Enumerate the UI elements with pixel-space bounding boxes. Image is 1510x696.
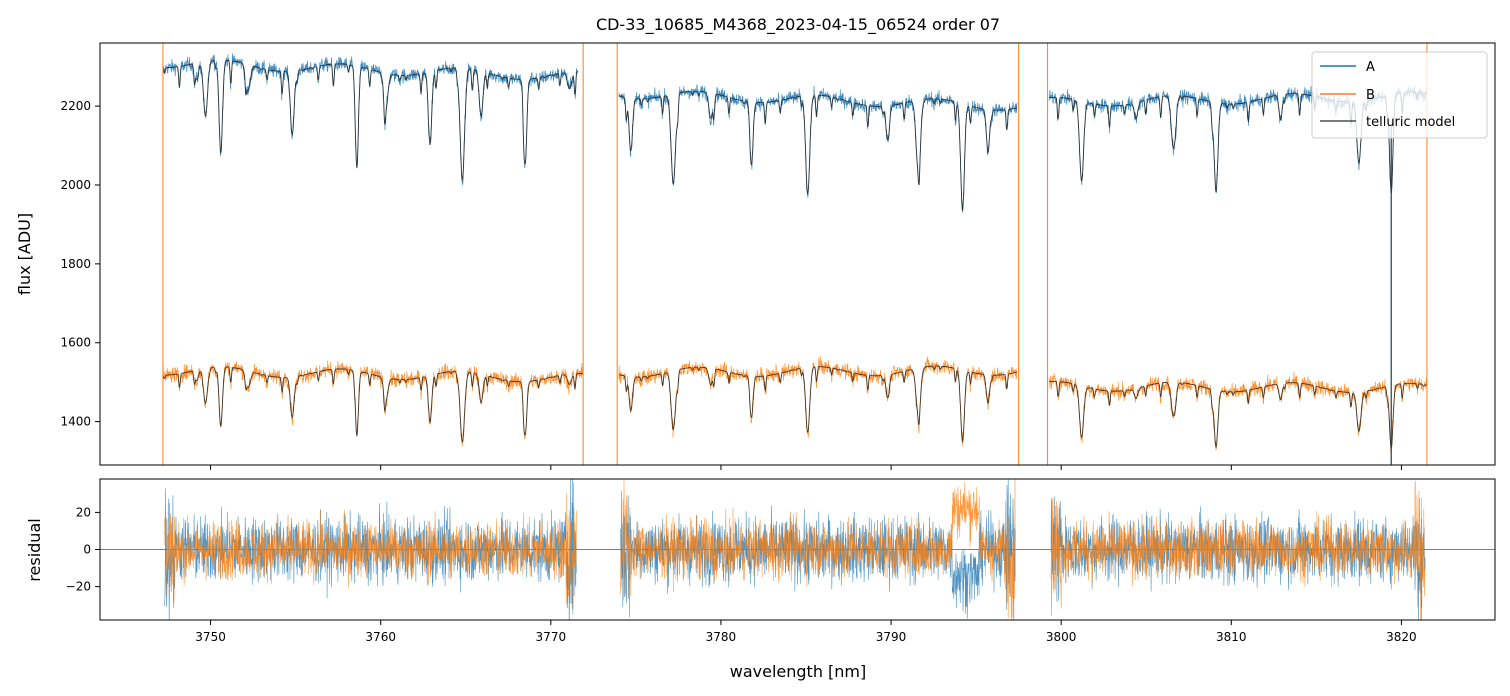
- residual-x-tick-label: 3820: [1386, 630, 1417, 644]
- residual-x-tick-label: 3770: [536, 630, 567, 644]
- flux-panel: 1400 1600 1800 2000 2200 flux [ADU] A B tell…: [15, 42, 1496, 470]
- residual-x-tick-label: 3800: [1046, 630, 1077, 644]
- residual-x-ticks: 3750 3760 3770 3780 3790 3800 3810 3820: [195, 620, 1417, 644]
- legend-label-b: B: [1366, 88, 1375, 103]
- residual-y-axis-label: residual: [25, 518, 44, 581]
- flux-axes-frame: [99, 42, 1496, 466]
- residual-x-tick-label: 3760: [365, 630, 396, 644]
- residual-y-tick-label: 20: [76, 505, 91, 519]
- residual-x-tick-label: 3810: [1216, 630, 1247, 644]
- residual-x-tick-label: 3790: [876, 630, 907, 644]
- legend-label-telluric: telluric model: [1366, 115, 1455, 130]
- residual-y-tick-label: 0: [83, 543, 91, 557]
- telluric-model-b-line: [162, 365, 1428, 450]
- residual-b-line: [164, 479, 1426, 620]
- chart-title: CD-33_10685_M4368_2023-04-15_06524 order…: [596, 15, 1000, 35]
- flux-y-tick-label: 2200: [60, 99, 91, 113]
- residual-plot-area: [100, 479, 1495, 620]
- legend-box: [1311, 51, 1488, 139]
- flux-y-ticks: 1400 1600 1800 2000 2200: [60, 99, 100, 429]
- x-axis-label: wavelength [nm]: [730, 662, 867, 681]
- flux-y-tick-label: 1400: [60, 415, 91, 429]
- flux-y-axis-label: flux [ADU]: [15, 213, 34, 295]
- legend: A B telluric model: [1311, 51, 1488, 139]
- residual-x-tick-label: 3750: [195, 630, 226, 644]
- legend-label-a: A: [1366, 60, 1375, 75]
- flux-x-ticks: [210, 465, 1402, 470]
- flux-plot-area: [162, 43, 1428, 465]
- residual-panel: 3750 3760 3770 3780 3790 3800 3810 3820 −20020 …: [25, 478, 1496, 681]
- residual-x-tick-label: 3780: [706, 630, 737, 644]
- residual-y-ticks: −20 0 20: [66, 505, 100, 594]
- flux-y-tick-label: 2000: [60, 178, 91, 192]
- flux-y-tick-label: 1600: [60, 336, 91, 350]
- flux-y-tick-label: 1800: [60, 257, 91, 271]
- residual-y-tick-label: −20: [66, 580, 91, 594]
